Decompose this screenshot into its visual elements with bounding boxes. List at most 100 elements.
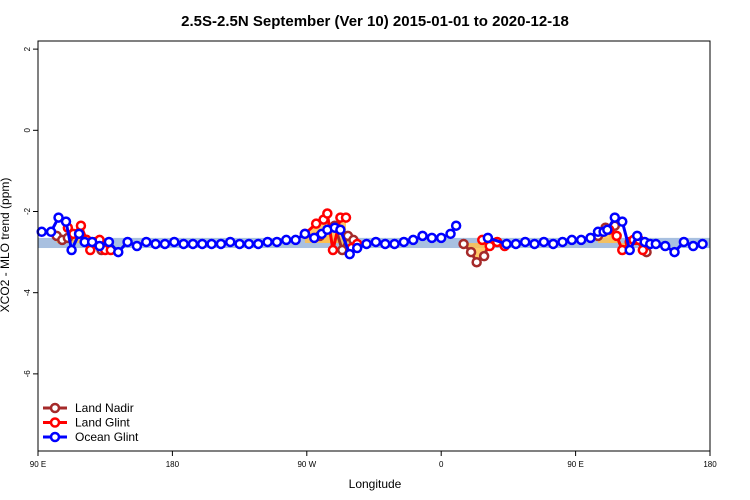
y-tick-label: 2 (23, 46, 32, 51)
data-point-ocean-glint (697, 238, 708, 250)
data-point-ocean-glint (141, 236, 152, 248)
data-point-ocean-glint (547, 238, 559, 250)
data-point-ocean-glint (482, 232, 494, 244)
data-point-ocean-glint (187, 238, 199, 250)
data-point-ocean-glint (243, 238, 255, 250)
y-tick-label: -2 (23, 207, 32, 215)
data-point-ocean-glint (122, 236, 133, 248)
data-point-ocean-glint (435, 232, 447, 244)
data-point-ocean-glint (650, 238, 662, 250)
series-layer (36, 208, 708, 268)
data-point-ocean-glint (309, 232, 320, 244)
x-tick-label: 180 (166, 460, 180, 469)
data-point-ocean-glint (45, 226, 57, 238)
data-point-ocean-glint (407, 234, 419, 246)
x-tick-label: 90 W (297, 460, 316, 469)
data-point-ocean-glint (86, 236, 98, 248)
data-point-ocean-glint (631, 230, 643, 242)
data-point-ocean-glint (538, 236, 550, 248)
data-point-ocean-glint (659, 240, 671, 252)
data-point-ocean-glint (351, 242, 363, 254)
data-point-land-nadir (337, 244, 348, 256)
legend-item-land-glint: Land Glint (43, 416, 130, 430)
data-point-land-nadir (478, 250, 490, 262)
data-point-ocean-glint (60, 216, 72, 227)
data-point-land-nadir (465, 246, 477, 258)
data-point-ocean-glint (379, 238, 391, 250)
legend-label: Land Glint (75, 416, 130, 430)
data-point-ocean-glint (389, 238, 400, 250)
data-point-ocean-glint (602, 224, 613, 236)
data-point-ocean-glint (94, 240, 105, 252)
series-ocean-glint (36, 212, 708, 260)
data-point-ocean-glint (566, 234, 578, 246)
legend-label: Land Nadir (75, 401, 134, 415)
data-point-land-nadir (458, 238, 469, 250)
data-point-ocean-glint (271, 236, 283, 248)
x-tick-label: 90 E (30, 460, 46, 469)
y-axis-label: XCO2 - MLO trend (ppm) (0, 178, 12, 313)
legend-label: Ocean Glint (75, 430, 139, 444)
data-point-ocean-glint (529, 238, 540, 250)
chart-title: 2.5S-2.5N September (Ver 10) 2015-01-01 … (181, 13, 569, 30)
x-tick-label: 90 E (567, 460, 583, 469)
data-point-ocean-glint (445, 228, 456, 240)
data-point-land-nadir (471, 256, 482, 268)
data-point-ocean-glint (225, 236, 236, 248)
data-point-ocean-glint (398, 236, 410, 248)
data-point-ocean-glint (66, 244, 77, 256)
data-point-ocean-glint (206, 238, 217, 250)
data-point-ocean-glint (197, 238, 208, 250)
x-tick-label: 0 (439, 460, 444, 469)
axes-layer: 2 0 -2 -4 -6 90 E 180 90 W 0 90 E 180 (23, 46, 717, 469)
data-point-ocean-glint (169, 236, 180, 248)
data-point-land-glint (611, 230, 622, 242)
data-point-ocean-glint (73, 228, 85, 240)
data-point-ocean-glint (519, 236, 531, 248)
legend-item-ocean-glint: Ocean Glint (43, 430, 139, 444)
data-point-ocean-glint (299, 228, 311, 240)
legend-marker (49, 402, 61, 414)
data-point-ocean-glint (103, 236, 115, 248)
x-axis-label: Longitude (349, 477, 402, 491)
data-point-ocean-glint (687, 240, 699, 252)
data-point-ocean-glint (617, 216, 628, 227)
data-point-land-glint (340, 212, 352, 223)
y-tick-label: -4 (23, 289, 32, 297)
data-point-ocean-glint (290, 234, 301, 246)
data-point-ocean-glint (281, 234, 292, 246)
data-point-ocean-glint (417, 230, 428, 242)
legend-item-land-nadir: Land Nadir (43, 401, 134, 415)
data-point-ocean-glint (113, 246, 124, 258)
data-point-ocean-glint (678, 236, 690, 248)
data-point-land-glint (322, 208, 333, 219)
data-point-ocean-glint (215, 238, 227, 250)
data-point-ocean-glint (53, 212, 64, 223)
data-point-ocean-glint (234, 238, 245, 250)
y-tick-label: 0 (23, 128, 32, 133)
legend-marker (49, 431, 61, 443)
data-point-ocean-glint (131, 240, 143, 252)
data-point-ocean-glint (36, 226, 47, 238)
data-point-ocean-glint (426, 232, 438, 244)
data-point-ocean-glint (609, 212, 621, 223)
data-point-ocean-glint (178, 238, 189, 250)
x-tick-label: 180 (703, 460, 717, 469)
data-point-ocean-glint (344, 248, 355, 260)
data-point-ocean-glint (253, 238, 264, 250)
data-point-ocean-glint (370, 236, 382, 248)
data-point-ocean-glint (510, 238, 522, 250)
data-point-ocean-glint (262, 236, 273, 248)
data-point-land-glint (85, 244, 96, 256)
data-point-ocean-glint (624, 244, 635, 256)
data-point-ocean-glint (335, 224, 346, 236)
plot-frame (37, 40, 711, 452)
data-point-ocean-glint (669, 246, 680, 258)
data-point-ocean-glint (450, 220, 462, 231)
data-point-land-glint (75, 220, 87, 231)
y-tick-label: -6 (23, 370, 32, 378)
data-point-land-glint (637, 244, 649, 256)
data-point-ocean-glint (159, 238, 171, 250)
